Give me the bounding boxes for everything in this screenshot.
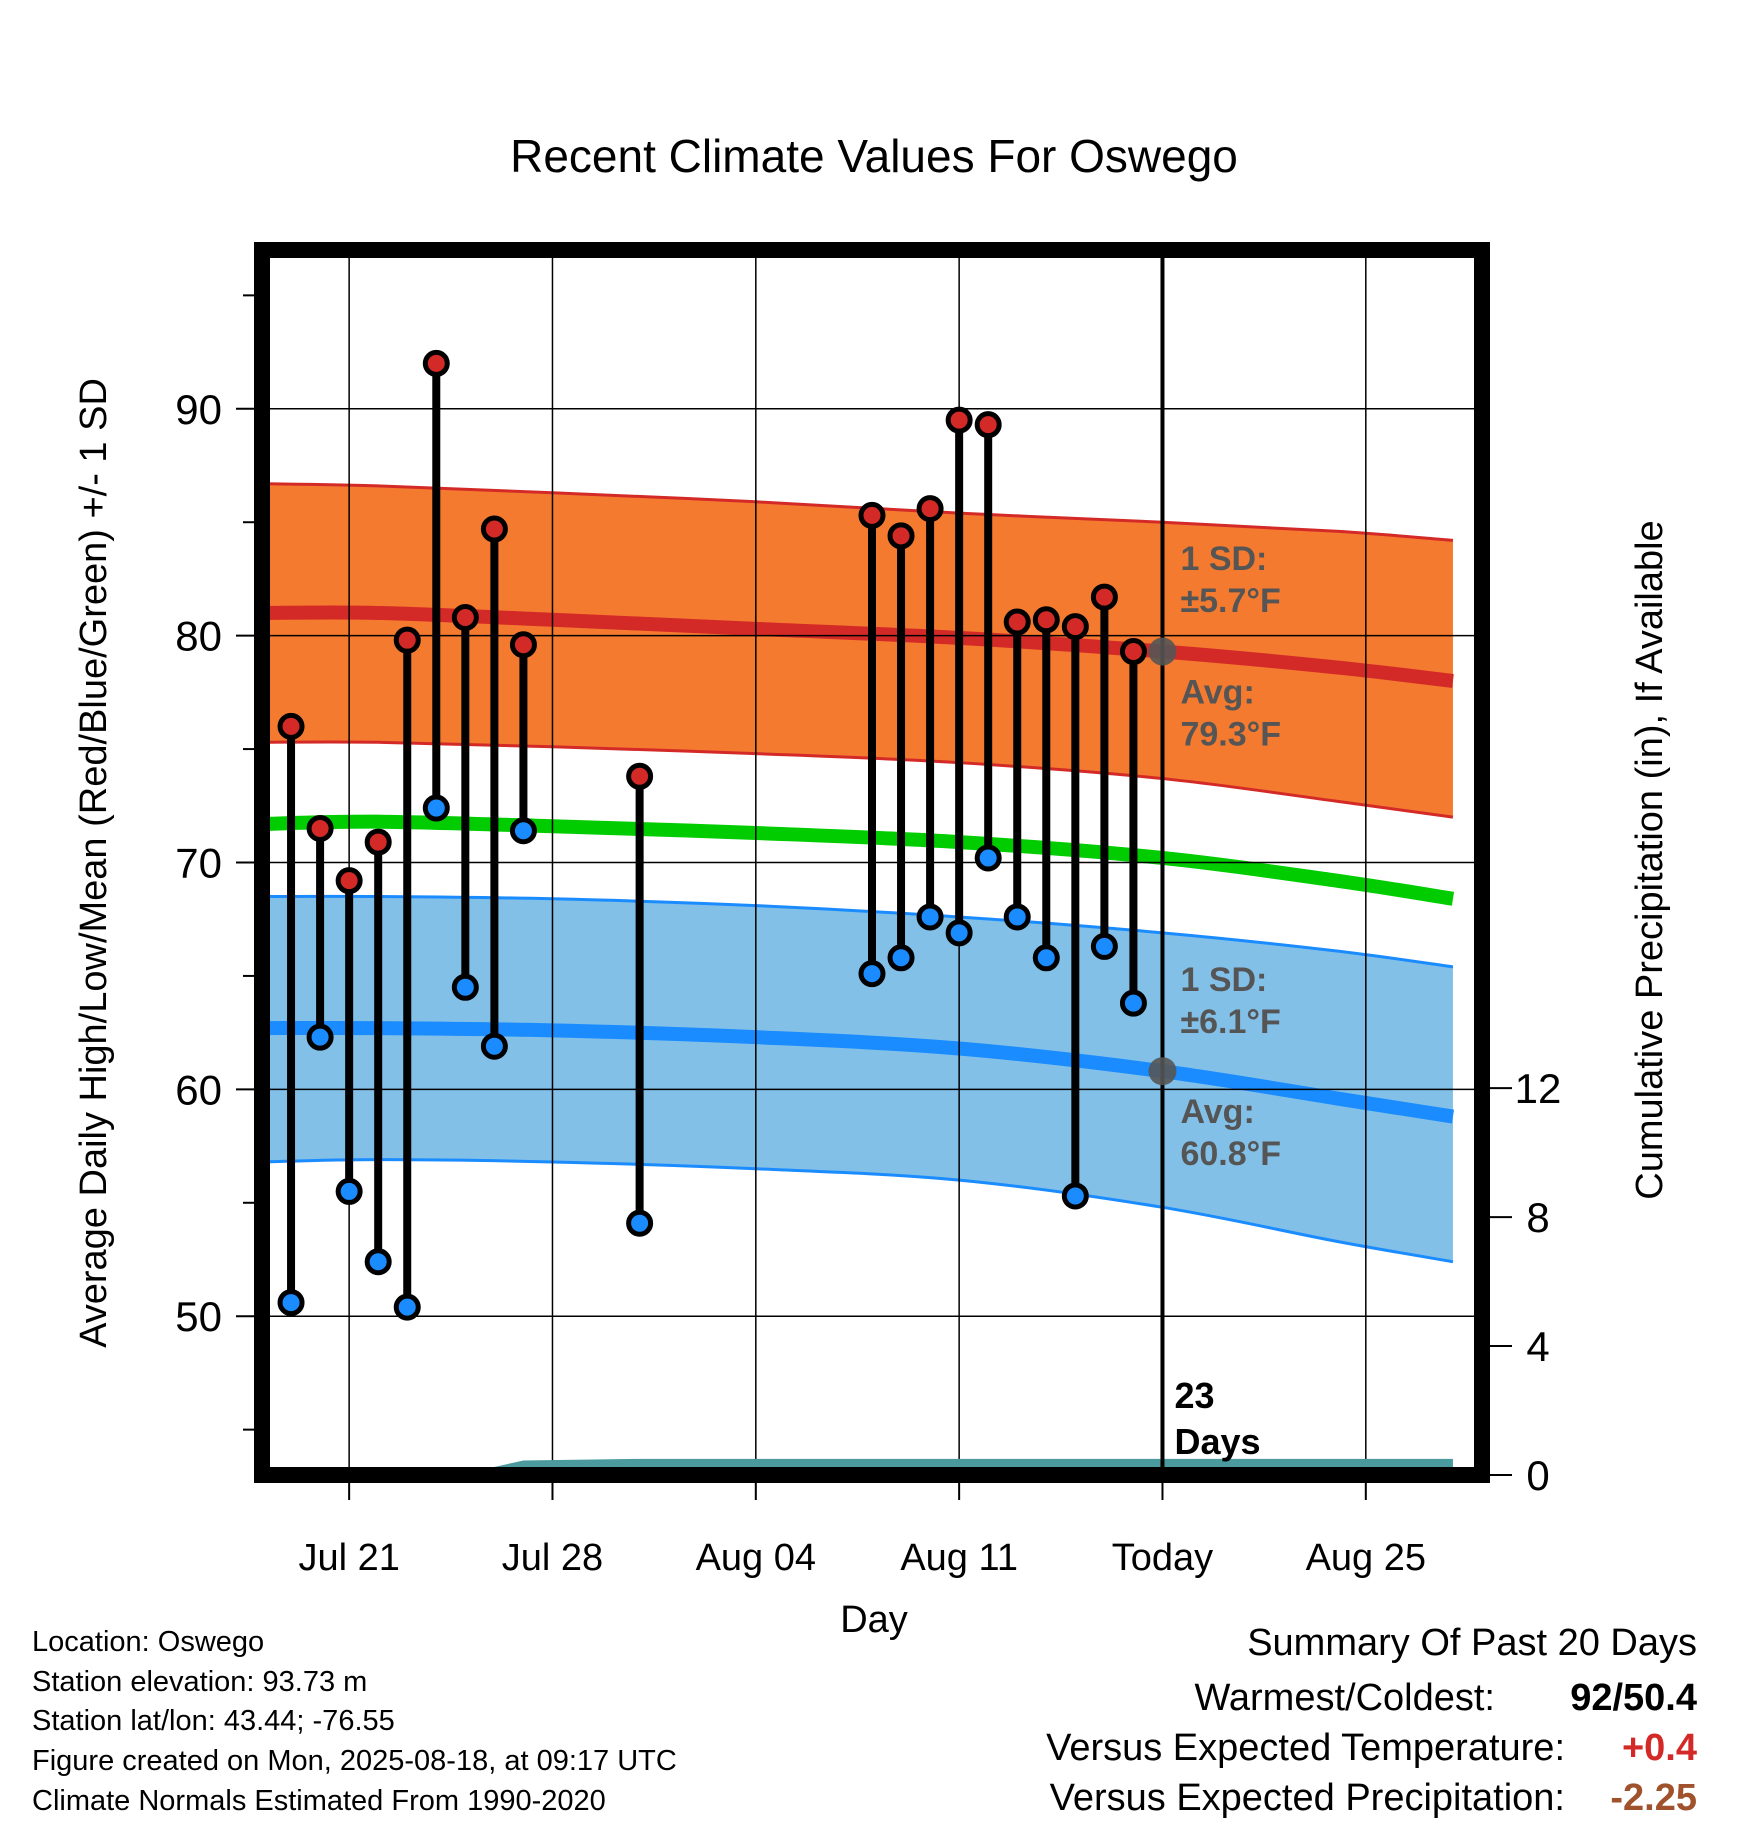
observed-low-point — [858, 960, 886, 988]
observed-high-point — [335, 867, 363, 895]
summary-temp-value: +0.4 — [1622, 1727, 1697, 1769]
observed-low-point — [626, 1209, 654, 1237]
today-normal-high-marker — [1148, 637, 1177, 666]
y-tick-label: 80 — [175, 613, 222, 660]
annotation-low-avg: Avg: 60.8°F — [1180, 1093, 1281, 1173]
observed-high-point — [480, 515, 508, 543]
annotation-low-sd: 1 SD: ±6.1°F — [1180, 961, 1280, 1041]
observed-low-point — [277, 1289, 305, 1317]
low-sd-band — [262, 896, 1453, 1262]
observed-low-point — [306, 1023, 334, 1051]
high-sd-band-lower-edge — [262, 740, 1454, 819]
today-normal-low-marker — [1148, 1057, 1177, 1086]
low-sd-band-lower-edge — [262, 1158, 1454, 1264]
annotation-high-sd: 1 SD: ±5.7°F — [1180, 540, 1280, 620]
y-axis: 50 60 70 80 90 — [175, 294, 254, 1431]
summary-box: Summary Of Past 20 Days Warmest/Coldest:… — [1046, 1622, 1697, 1819]
observed-low-point — [1032, 944, 1060, 972]
y2-axis-label: Cumulative Precipitation (in), If Availa… — [1629, 520, 1671, 1199]
observed-low-point — [945, 919, 973, 947]
y-tick-label: 70 — [175, 840, 222, 887]
today-days-label: 23 Days — [1174, 1375, 1260, 1462]
observed-high-point — [858, 501, 886, 529]
observed-high-point — [626, 762, 654, 790]
plot-area: 1 SD: ±5.7°F Avg: 79.3°F 1 SD: ±6.1°F Avg: 60.8… — [175, 242, 1561, 1579]
y2-tick-label: 8 — [1526, 1194, 1549, 1241]
high-sd-band — [262, 483, 1453, 818]
y-tick-label: 60 — [175, 1066, 222, 1113]
y2-tick-label: 12 — [1515, 1065, 1562, 1112]
footer-normals: Climate Normals Estimated From 1990-2020 — [32, 1785, 606, 1817]
observed-low-point — [509, 817, 537, 845]
observed-low-point — [1003, 903, 1031, 931]
observed-low-point — [422, 794, 450, 822]
footer-location: Location: Oswego — [32, 1626, 264, 1658]
series-layer — [262, 250, 1482, 1475]
observed-low-point — [916, 903, 944, 931]
y-tick-label: 90 — [175, 386, 222, 433]
observed-high-point — [1032, 606, 1060, 634]
summary-temp-label: Versus Expected Temperature: — [1046, 1727, 1565, 1769]
x-tick-label: Aug 25 — [1306, 1537, 1426, 1579]
annotation-high-avg: Avg: 79.3°F — [1180, 674, 1281, 754]
observed-high-point — [451, 604, 479, 631]
summary-title: Summary Of Past 20 Days — [1247, 1622, 1697, 1664]
observed-high-point — [916, 495, 944, 523]
observed-high-point — [422, 349, 450, 377]
observed-low-point — [974, 844, 1002, 872]
observed-high-point — [364, 828, 392, 856]
y2-tick-label: 0 — [1526, 1452, 1549, 1499]
observed-high-point — [1061, 613, 1089, 641]
y2-tick-label: 4 — [1526, 1323, 1549, 1370]
x-tick-label: Aug 11 — [900, 1537, 1018, 1579]
summary-warm-cold-value: 92/50.4 — [1570, 1677, 1697, 1719]
observed-low-point — [480, 1032, 508, 1060]
observed-low-point — [1119, 989, 1147, 1017]
x-axis: Jul 21 Jul 28 Aug 04 Aug 11 Today Aug 25 — [298, 1483, 1426, 1579]
observed-low-point — [393, 1293, 421, 1321]
observed-high-point — [945, 406, 973, 434]
chart-title: Recent Climate Values For Oswego — [510, 130, 1238, 182]
summary-warm-cold-label: Warmest/Coldest: — [1194, 1677, 1495, 1719]
normal-mean-line — [262, 814, 1455, 906]
summary-precip-value: -2.25 — [1610, 1777, 1697, 1819]
gridlines — [262, 250, 1482, 1475]
x-tick-label: Jul 28 — [502, 1537, 603, 1579]
observed-high-point — [887, 522, 915, 550]
observed-high-point — [1119, 638, 1147, 666]
observed-low-point — [335, 1177, 363, 1205]
summary-precip-label: Versus Expected Precipitation: — [1050, 1777, 1565, 1819]
plot-frame — [254, 242, 1490, 1483]
observed-low-point — [451, 973, 479, 1001]
normal-low-line — [262, 1020, 1455, 1124]
observed-low-point — [887, 944, 915, 972]
footer-created: Figure created on Mon, 2025-08-18, at 09… — [32, 1745, 677, 1777]
footer-latlon: Station lat/lon: 43.44; -76.55 — [32, 1705, 395, 1737]
observed-high-point — [974, 411, 1002, 439]
low-sd-band-upper-edge — [262, 894, 1454, 969]
observed-low-point — [1090, 932, 1118, 960]
observed-high-point — [306, 814, 334, 842]
x-tick-label: Aug 04 — [696, 1537, 816, 1579]
observed-high-point — [1090, 583, 1118, 611]
y-axis-label: Average Daily High/Low/Mean (Red/Blue/Gr… — [73, 378, 115, 1348]
observed-high-point — [1003, 608, 1031, 636]
normal-high-line — [262, 605, 1454, 688]
x-tick-label: Jul 21 — [298, 1537, 399, 1579]
footer-info: Location: Oswego Station elevation: 93.7… — [32, 1626, 677, 1817]
y-tick-label: 50 — [175, 1293, 222, 1340]
observed-high-point — [277, 712, 305, 740]
x-axis-label: Day — [840, 1599, 908, 1641]
observed-low-point — [1061, 1182, 1089, 1210]
high-sd-band-upper-edge — [262, 482, 1454, 542]
y2-axis: 0 4 8 12 — [1490, 1065, 1561, 1499]
x-tick-label: Today — [1112, 1537, 1213, 1579]
observed-high-point — [393, 626, 421, 654]
footer-elevation: Station elevation: 93.73 m — [32, 1666, 367, 1698]
observed-low-point — [364, 1248, 392, 1276]
observed-high-point — [509, 631, 537, 659]
